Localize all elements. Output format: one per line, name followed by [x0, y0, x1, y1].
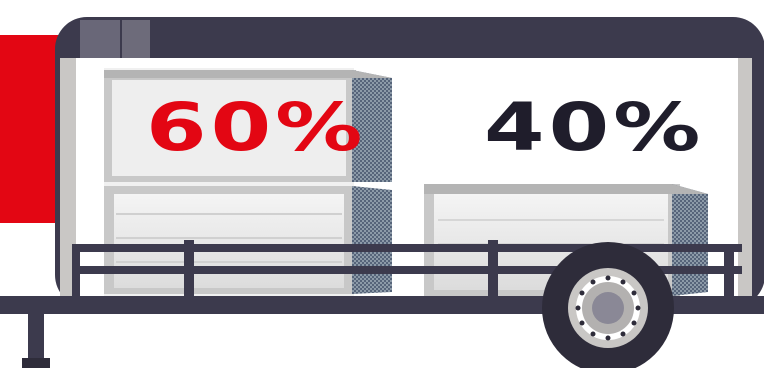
- left-red-band: [0, 35, 62, 223]
- hvac-unit-icon: [104, 68, 392, 298]
- left-percentage-label: 60%: [146, 89, 367, 166]
- right-percentage-label: 40%: [484, 89, 705, 166]
- wheel-icon: [542, 242, 674, 368]
- trailer-rail: [72, 240, 742, 300]
